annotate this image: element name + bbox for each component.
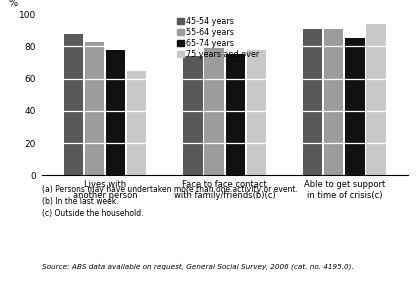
Bar xyxy=(366,24,386,175)
Bar xyxy=(345,38,364,175)
Bar xyxy=(324,29,344,175)
Bar xyxy=(303,29,322,175)
Bar xyxy=(204,48,224,175)
Text: Source: ABS data available on request, General Social Survey, 2006 (cat. no. 419: Source: ABS data available on request, G… xyxy=(42,263,353,270)
Legend: 45-54 years, 55-64 years, 65-74 years, 75 years and over: 45-54 years, 55-64 years, 65-74 years, 7… xyxy=(177,17,260,59)
Bar xyxy=(247,50,266,175)
Bar xyxy=(85,42,104,175)
Bar xyxy=(225,55,245,175)
Bar xyxy=(106,50,125,175)
Bar xyxy=(127,71,146,175)
Bar xyxy=(183,56,203,175)
Bar xyxy=(64,33,83,175)
Text: %: % xyxy=(9,0,18,8)
Text: (a) Persons may have undertaken more than one activity or event.
(b) In the last: (a) Persons may have undertaken more tha… xyxy=(42,185,297,218)
